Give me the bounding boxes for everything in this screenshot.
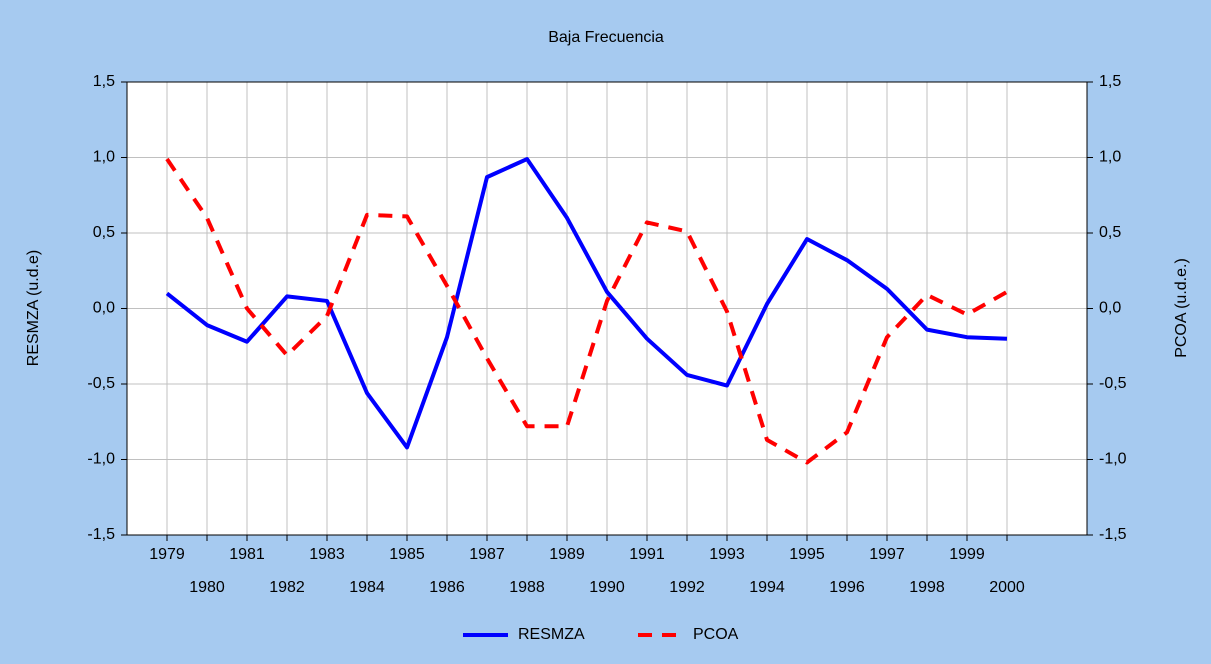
y2-tick-label: -0,5	[1099, 375, 1127, 392]
plot-border	[126, 81, 1088, 536]
x-tick-label: 1984	[349, 579, 385, 596]
x-tick-label: 1994	[749, 579, 785, 596]
x-tick-label: 1998	[909, 579, 945, 596]
y2-tick-label: 1,5	[1099, 73, 1121, 90]
x-tick-label: 1986	[429, 579, 465, 596]
y-tick-label: -1,5	[87, 526, 115, 543]
x-tick-label: 1991	[629, 546, 665, 563]
x-tick-label: 1983	[309, 546, 345, 563]
x-tick-label: 2000	[989, 579, 1025, 596]
series-line	[165, 157, 1008, 465]
chart-title: Baja Frecuencia	[548, 29, 664, 46]
x-tick-label: 1989	[549, 546, 585, 563]
series-line	[165, 157, 1008, 450]
y2-tick-label: -1,5	[1099, 526, 1127, 543]
y-tick-label: 1,0	[93, 149, 115, 166]
x-tick-label: 1993	[709, 546, 745, 563]
y2-tick-label: 0,0	[1099, 300, 1121, 317]
x-tick-label: 1985	[389, 546, 425, 563]
x-tick-label: 1990	[589, 579, 625, 596]
x-tick-label: 1997	[869, 546, 905, 563]
y-tick-label: -0,5	[87, 375, 115, 392]
x-tick-label: 1995	[789, 546, 825, 563]
y-tick-label: 0,5	[93, 224, 115, 241]
y-axis-label: RESMZA (u.d.e)	[25, 250, 42, 366]
y2-tick-label: 0,5	[1099, 224, 1121, 241]
x-tick-label: 1996	[829, 579, 865, 596]
y2-tick-label: 1,0	[1099, 149, 1121, 166]
y2-tick-label: -1,0	[1099, 451, 1127, 468]
legend-label: RESMZA	[518, 626, 585, 643]
x-tick-label: 1979	[149, 546, 185, 563]
x-tick-label: 1988	[509, 579, 545, 596]
y2-axis-label: PCOA (u.d.e.)	[1173, 258, 1190, 358]
x-tick-label: 1982	[269, 579, 305, 596]
x-tick-label: 1999	[949, 546, 985, 563]
legend-label: PCOA	[693, 626, 739, 643]
x-tick-label: 1992	[669, 579, 705, 596]
y-tick-label: -1,0	[87, 451, 115, 468]
x-tick-label: 1981	[229, 546, 265, 563]
x-tick-label: 1987	[469, 546, 505, 563]
x-tick-label: 1980	[189, 579, 225, 596]
y-tick-label: 1,5	[93, 73, 115, 90]
y-tick-label: 0,0	[93, 300, 115, 317]
